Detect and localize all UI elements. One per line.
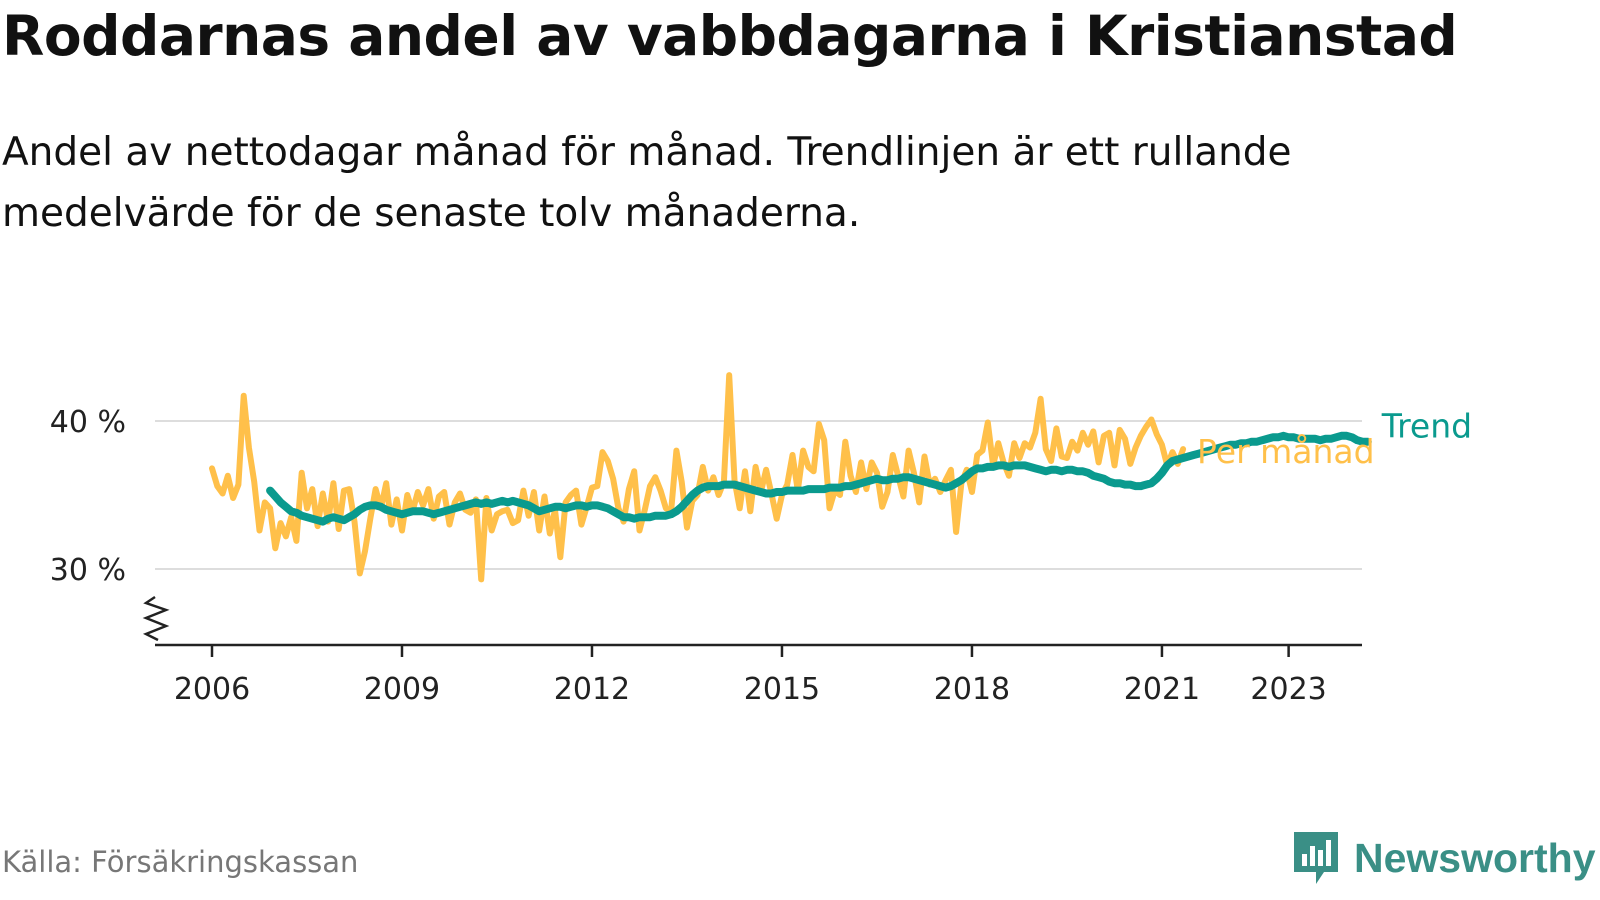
trend-series-label: Trend <box>1381 407 1472 446</box>
x-axis: 2006 2009 2012 2015 2018 2021 2023 <box>142 595 1362 707</box>
series-lines <box>209 372 1372 583</box>
x-tick-label-2018: 2018 <box>934 672 1010 707</box>
chart-title: Roddarnas andel av vabbdagarna i Kristia… <box>2 4 1458 68</box>
y-tick-label-40: 40 % <box>50 405 126 440</box>
newsworthy-logo-icon <box>1294 832 1338 884</box>
y-tick-label-30: 30 % <box>50 553 126 588</box>
x-tick-label-2012: 2012 <box>554 672 630 707</box>
y-axis-labels: 30 % 40 % <box>50 405 126 588</box>
x-tick-label-2006: 2006 <box>174 672 250 707</box>
monthly-series-label: Per månad <box>1197 432 1375 471</box>
x-tick-label-2009: 2009 <box>364 672 440 707</box>
x-tick-label-2021: 2021 <box>1124 672 1200 707</box>
grid-lines <box>155 420 1362 570</box>
source-note: Källa: Försäkringskassan <box>2 845 359 879</box>
brand-logo: Newsworthy <box>1290 828 1596 888</box>
trend-series-line <box>266 431 1372 526</box>
brand-name: Newsworthy <box>1354 834 1596 881</box>
chart-subtitle: Andel av nettodagar månad för månad. Tre… <box>2 130 1292 236</box>
x-tick-label-2015: 2015 <box>744 672 820 707</box>
x-tick-label-2023: 2023 <box>1250 672 1326 707</box>
axis-break-icon <box>142 595 170 642</box>
monthly-series-line <box>209 372 1187 583</box>
